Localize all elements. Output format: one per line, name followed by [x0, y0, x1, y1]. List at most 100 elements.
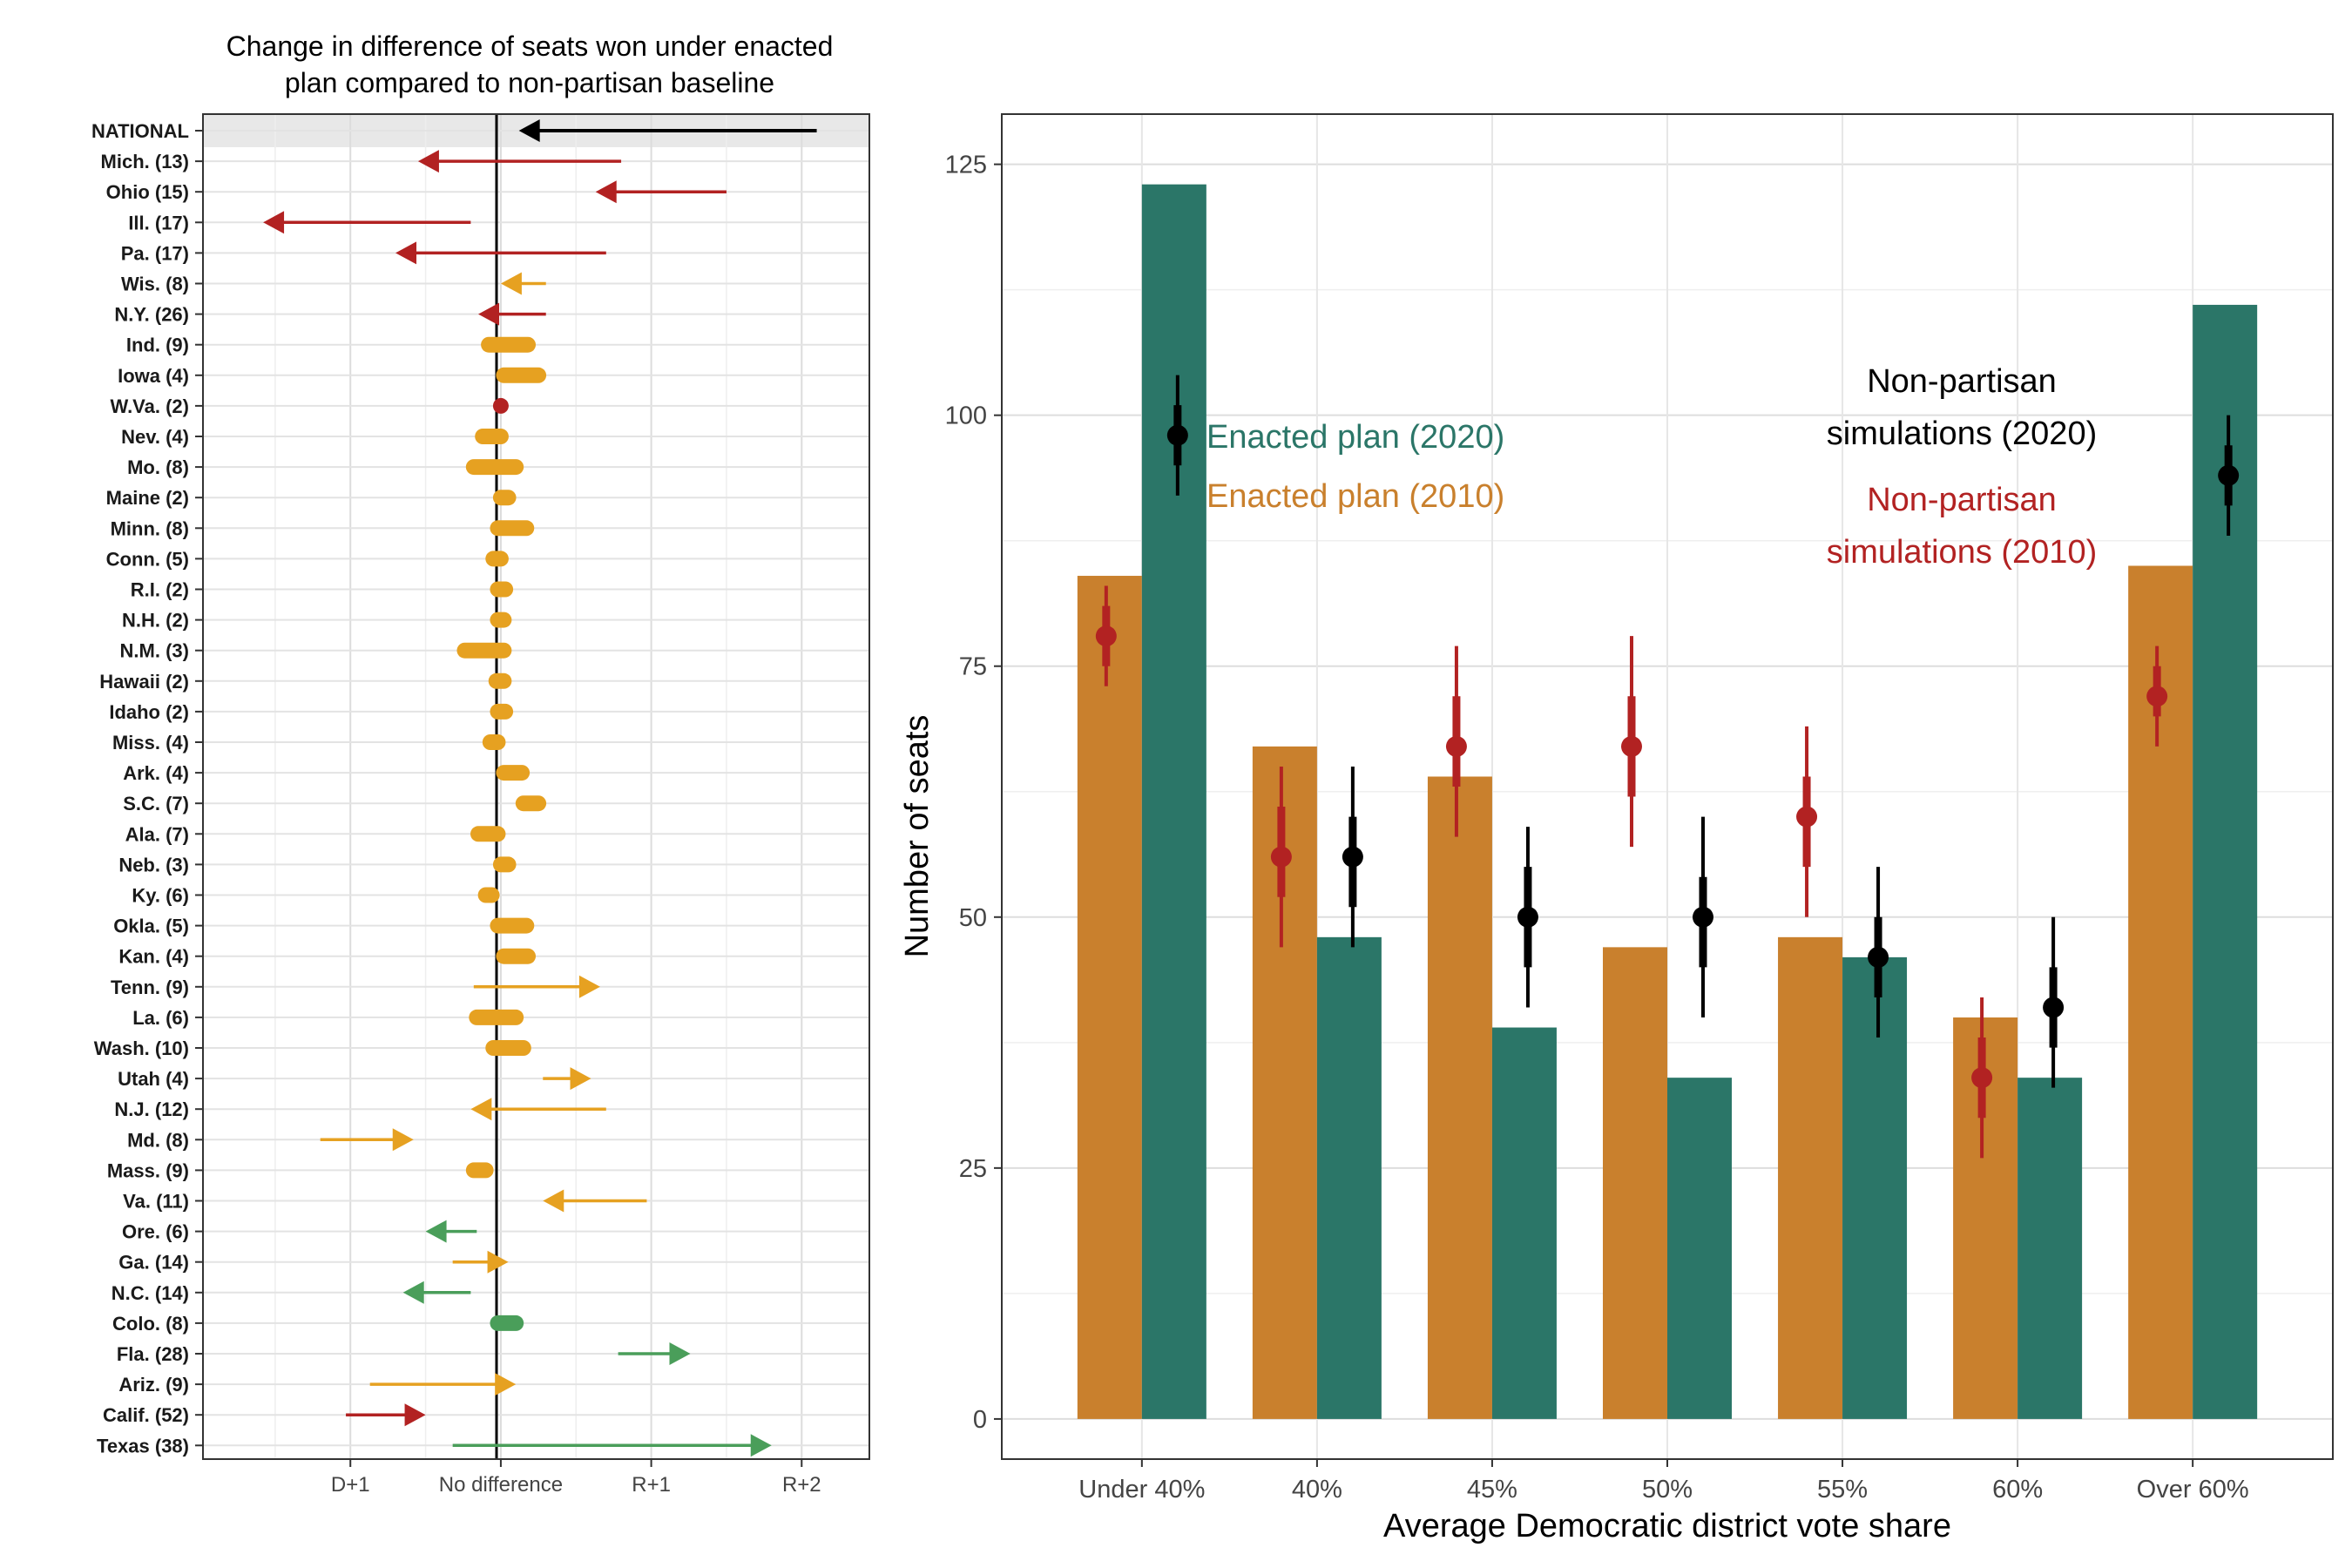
right-x-axis-ticks: Under 40% 40% 45% 50% 55% 60% Over 60% — [1078, 1459, 2249, 1504]
legend-simulations-2010-line-2: simulations (2010) — [1827, 534, 2097, 571]
x-axis-label: Average Democratic district vote share — [1383, 1508, 1951, 1544]
arrow-head — [402, 1281, 424, 1304]
state-label: Texas (38) — [97, 1435, 189, 1456]
legend-simulations-2020-line-1: Non-partisan — [1867, 363, 2057, 400]
median-point — [1095, 625, 1117, 647]
left-x-tick-label: R+1 — [632, 1473, 671, 1497]
right-y-tick-label: 100 — [945, 402, 987, 430]
state-label: N.H. (2) — [122, 610, 189, 632]
median-point — [2218, 464, 2240, 486]
state-label: Idaho (2) — [109, 701, 189, 723]
state-label: Wash. (10) — [94, 1037, 189, 1059]
state-label: Ga. (14) — [118, 1252, 189, 1274]
right-x-tick-label: Under 40% — [1078, 1476, 1205, 1504]
arrow-head — [570, 1067, 591, 1091]
state-label: Ariz. (9) — [118, 1374, 189, 1396]
state-row-mark — [543, 1067, 591, 1091]
arrow-head — [595, 180, 617, 204]
bar-enacted-2010 — [1077, 576, 1142, 1419]
state-label: Mich. (13) — [101, 151, 189, 172]
arrow-head — [392, 1128, 414, 1152]
median-point — [1621, 735, 1642, 757]
state-row-mark — [618, 1342, 691, 1365]
arrow-head — [495, 1373, 517, 1396]
state-row-mark — [452, 1250, 509, 1274]
simulation-2010-point — [1621, 636, 1642, 848]
left-x-tick-label: R+2 — [782, 1473, 821, 1497]
median-point — [1342, 846, 1363, 868]
state-label: N.Y. (26) — [114, 304, 189, 326]
simulation-2020-point — [1342, 766, 1363, 948]
state-label: Okla. (5) — [113, 916, 189, 937]
state-label: Ky. (6) — [132, 885, 189, 907]
simulation-2010-point — [1270, 766, 1292, 948]
state-row-mark — [470, 1098, 606, 1121]
state-label: Conn. (5) — [106, 548, 189, 570]
bar-enacted-2010 — [1427, 776, 1492, 1419]
state-label: N.C. (14) — [112, 1282, 189, 1304]
left-x-tick-label: D+1 — [331, 1473, 370, 1497]
state-row-mark — [492, 397, 509, 414]
state-label: Maine (2) — [106, 487, 189, 509]
simulation-2020-point — [1166, 375, 1188, 496]
state-label: Colo. (8) — [112, 1313, 189, 1335]
state-label: La. (6) — [132, 1007, 189, 1029]
arrow-head — [470, 1098, 492, 1121]
left-plot-border — [202, 113, 870, 1460]
state-label: Va. (11) — [123, 1191, 189, 1213]
state-row-mark — [369, 1373, 517, 1396]
y-axis-label: Number of seats — [899, 715, 936, 958]
simulation-2020-point — [1868, 867, 1889, 1038]
state-label: N.M. (3) — [120, 640, 189, 662]
left-x-tick-label: No difference — [439, 1473, 563, 1497]
legend-enacted-2020: Enacted plan (2020) — [1206, 419, 1504, 456]
state-label: Mo. (8) — [127, 456, 189, 478]
state-label: W.Va. (2) — [111, 395, 189, 417]
arrow-head — [263, 211, 285, 234]
right-y-tick-label: 50 — [959, 904, 987, 932]
state-label: Md. (8) — [127, 1129, 189, 1151]
right-y-tick-label: 25 — [959, 1155, 987, 1183]
state-label: Ind. (9) — [126, 335, 189, 356]
state-label: Fla. (28) — [117, 1343, 189, 1365]
state-label: Kan. (4) — [118, 946, 189, 968]
left-x-axis-ticks: D+1 No difference R+1 R+2 — [331, 1459, 821, 1497]
no-change-dot — [492, 397, 509, 414]
state-label: Pa. (17) — [121, 242, 189, 264]
state-row-mark — [320, 1128, 414, 1152]
simulation-2020-point — [2218, 415, 2240, 536]
right-y-axis-ticks: 0 25 50 75 100 125 — [945, 152, 1002, 1434]
left-panel-title-line-2: plan compared to non-partisan baseline — [285, 67, 774, 98]
simulation-2010-point — [1971, 997, 1993, 1159]
arrow-head — [417, 150, 439, 173]
state-labels: NATIONAL Mich. (13) Ohio (15) Ill. (17) Pa. … — [91, 120, 203, 1456]
simulation-2020-point — [1517, 827, 1538, 1008]
state-row-mark — [543, 1189, 647, 1213]
state-row-mark — [425, 1220, 477, 1243]
legend-enacted-2010: Enacted plan (2010) — [1206, 478, 1504, 515]
right-x-tick-label: 40% — [1292, 1476, 1342, 1504]
simulation-2010-point — [1445, 645, 1467, 837]
state-row-mark — [263, 211, 471, 234]
state-label: S.C. (7) — [123, 793, 189, 814]
state-label: Iowa (4) — [118, 365, 189, 387]
median-point — [1693, 906, 1713, 928]
median-point — [1796, 806, 1818, 828]
median-point — [1445, 735, 1467, 757]
median-point — [2043, 997, 2065, 1018]
state-rows — [263, 119, 817, 1457]
state-row-mark — [478, 302, 546, 326]
state-label: Miss. (4) — [112, 732, 189, 754]
bar-enacted-2020 — [1141, 184, 1206, 1419]
state-label: R.I. (2) — [131, 579, 189, 601]
state-label: Mass. (9) — [107, 1159, 189, 1181]
arrow-head — [404, 1403, 426, 1427]
median-point — [1270, 846, 1292, 868]
left-plot-background — [203, 114, 869, 1459]
left-panel: Change in difference of seats won under … — [91, 30, 870, 1497]
bar-enacted-2010 — [1603, 947, 1667, 1419]
median-point — [1517, 906, 1538, 928]
right-x-tick-label: 50% — [1642, 1476, 1693, 1504]
right-y-tick-label: 125 — [945, 152, 987, 179]
median-point — [1166, 424, 1188, 446]
